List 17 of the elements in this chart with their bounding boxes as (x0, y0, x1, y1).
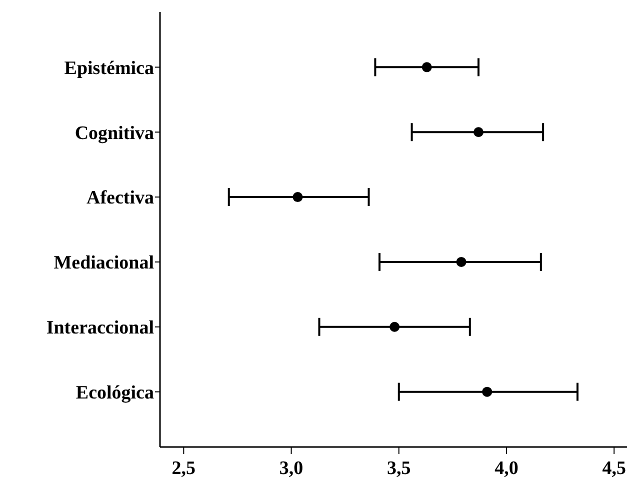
point (456, 256, 466, 267)
x-tick-label: 4,5 (602, 458, 626, 479)
x-tick-label: 3,5 (387, 458, 411, 479)
y-tick-label: Ecológica (76, 382, 154, 404)
y-tick-label: Afectiva (86, 188, 154, 209)
x-tick-label: 2,5 (172, 458, 196, 479)
y-tick-label: Interaccional (46, 318, 154, 339)
y-tick-label: Epistémica (64, 58, 154, 79)
y-tick-label: Cognitiva (74, 122, 154, 144)
x-tick-label: 3,0 (279, 458, 304, 479)
point (474, 127, 484, 138)
point (390, 322, 400, 332)
point (292, 192, 303, 202)
x-tick-label: 4,0 (494, 458, 518, 479)
point (482, 386, 492, 397)
point (422, 62, 432, 72)
y-tick-label: Mediacional (54, 252, 154, 274)
